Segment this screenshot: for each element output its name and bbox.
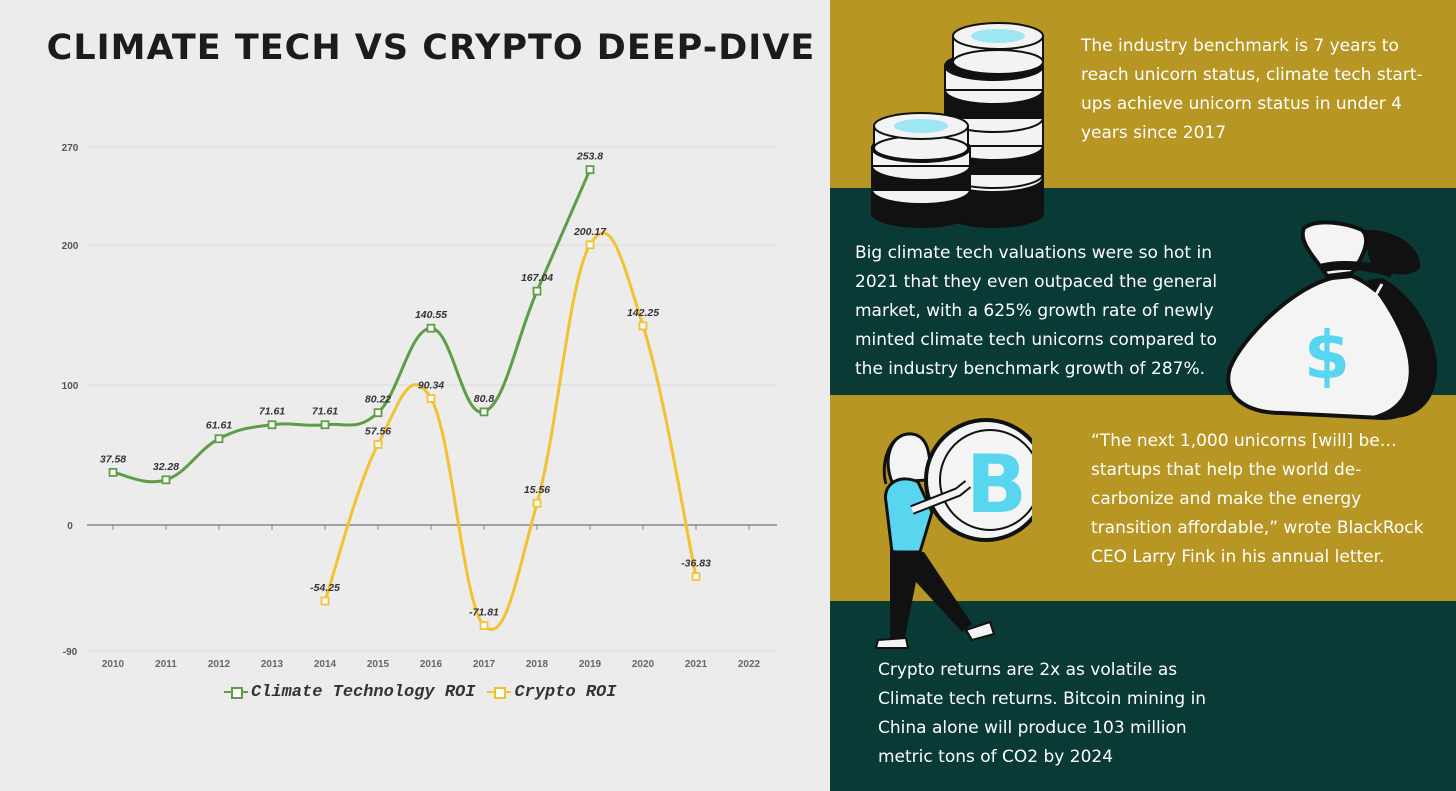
chart-legend: Climate Technology ROI Crypto ROI [224, 680, 628, 704]
data-point-climate [532, 286, 542, 296]
data-label-crypto: -54.25 [310, 582, 340, 594]
data-point-crypto [691, 572, 701, 581]
data-point-climate [108, 467, 118, 477]
legend-marker-crypto [487, 685, 512, 699]
data-point-crypto [373, 440, 383, 449]
data-point-crypto [320, 596, 330, 606]
y-tick-label: 100 [62, 381, 79, 392]
x-tick-label: 2015 [367, 659, 390, 670]
x-tick-label: 2019 [579, 659, 602, 670]
data-label-climate: 71.61 [312, 406, 338, 418]
money-bag-icon: $ [1226, 220, 1437, 421]
y-tick-label: 270 [62, 143, 79, 154]
data-label-crypto: 15.56 [524, 484, 550, 496]
data-label-climate: 37.58 [100, 453, 126, 465]
x-tick-label: 2017 [473, 659, 496, 670]
chart-section: CLIMATE TECH VS CRYPTO DEEP-DIVE 270 200 1… [46, 28, 815, 704]
legend-label-crypto: Crypto ROI [514, 682, 617, 702]
panel-text-valuations: Big climate tech valuations were so hot … [855, 243, 1218, 379]
x-tick-label: 2018 [526, 659, 549, 670]
data-label-climate: 140.55 [415, 309, 447, 321]
x-tick-label: 2021 [685, 659, 708, 670]
data-point-climate [479, 407, 489, 417]
x-tick-label: 2013 [261, 659, 284, 670]
data-point-crypto [638, 321, 648, 331]
data-label-climate: 253.8 [576, 151, 603, 163]
data-label-crypto: 142.25 [627, 307, 659, 319]
data-label-crypto: -36.83 [681, 558, 711, 570]
x-tick-label: 2014 [314, 659, 337, 670]
data-point-climate [373, 408, 383, 418]
data-point-crypto [585, 240, 595, 250]
legend-item-crypto[interactable]: Crypto ROI [487, 683, 616, 702]
data-point-climate [161, 475, 171, 485]
data-label-climate: 80.8 [474, 393, 495, 405]
legend-label-climate: Climate Technology ROI [251, 682, 476, 702]
x-tick-label: 2012 [208, 659, 231, 670]
data-point-climate [426, 323, 436, 333]
data-label-crypto: -71.81 [469, 607, 499, 619]
person-with-bitcoin-icon: B [874, 418, 1032, 649]
data-point-climate [585, 165, 595, 175]
data-point-climate [214, 434, 224, 444]
data-point-crypto [426, 394, 436, 403]
panel-crypto-volatility [830, 601, 1456, 791]
dollar-sign-icon: $ [1304, 317, 1350, 394]
data-label-climate: 80.22 [365, 394, 391, 406]
y-tick-label: -90 [63, 647, 78, 658]
panel-text-quote: “The next 1,000 unicorns [will] be… star… [1091, 431, 1424, 567]
data-label-crypto: 57.56 [365, 425, 391, 437]
legend-item-climate[interactable]: Climate Technology ROI [224, 683, 475, 702]
data-point-crypto [479, 621, 489, 630]
panel-text-unicorn: The industry benchmark is 7 years to rea… [1081, 36, 1423, 143]
data-point-climate [267, 420, 277, 430]
page-title: CLIMATE TECH VS CRYPTO DEEP-DIVE [46, 28, 816, 68]
data-label-climate: 32.28 [153, 461, 179, 473]
svg-text:B: B [966, 438, 1027, 531]
y-tick-label: 0 [67, 521, 73, 532]
coin-stack-icon [871, 22, 1044, 228]
data-label-climate: 167.04 [521, 272, 553, 284]
data-label-crypto: 90.34 [418, 380, 444, 392]
series-line-climate [112, 169, 592, 484]
x-tick-label: 2022 [738, 659, 761, 670]
line-chart: 270 200 100 0 -90 2010 2011 2012 2013 2014 2015 201… [62, 143, 777, 670]
x-tick-label: 2016 [420, 659, 443, 670]
x-tick-label: 2010 [102, 659, 125, 670]
data-label-climate: 71.61 [259, 406, 285, 418]
data-label-climate: 61.61 [206, 420, 232, 432]
data-label-crypto: 200.17 [573, 226, 607, 238]
data-point-crypto [532, 498, 542, 508]
panel-text-volatility: Crypto returns are 2x as volatile as Cli… [878, 660, 1207, 767]
x-tick-label: 2011 [155, 659, 177, 670]
legend-marker-climate [224, 685, 248, 699]
y-tick-label: 200 [62, 241, 79, 252]
data-point-climate [320, 420, 330, 430]
x-tick-label: 2020 [632, 659, 655, 670]
